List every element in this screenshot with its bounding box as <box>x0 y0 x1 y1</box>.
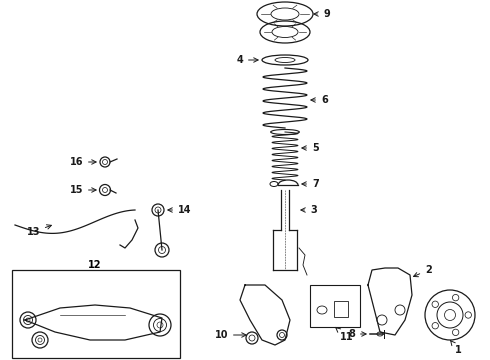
Text: 2: 2 <box>414 265 432 277</box>
Text: 5: 5 <box>302 143 319 153</box>
Text: 10: 10 <box>215 330 246 340</box>
Text: 15: 15 <box>70 185 96 195</box>
Text: 6: 6 <box>311 95 328 105</box>
Text: 14: 14 <box>168 205 192 215</box>
Text: 7: 7 <box>302 179 319 189</box>
Bar <box>334 301 348 317</box>
Text: 1: 1 <box>450 341 462 355</box>
Text: 9: 9 <box>314 9 330 19</box>
Text: 12: 12 <box>88 260 102 270</box>
Text: 16: 16 <box>70 157 96 167</box>
Bar <box>12 270 180 358</box>
Text: 11: 11 <box>336 327 353 342</box>
Text: 4: 4 <box>236 55 258 65</box>
Text: 3: 3 <box>301 205 317 215</box>
Text: 8: 8 <box>348 329 366 339</box>
Bar <box>310 285 360 327</box>
Text: 13: 13 <box>26 225 51 237</box>
